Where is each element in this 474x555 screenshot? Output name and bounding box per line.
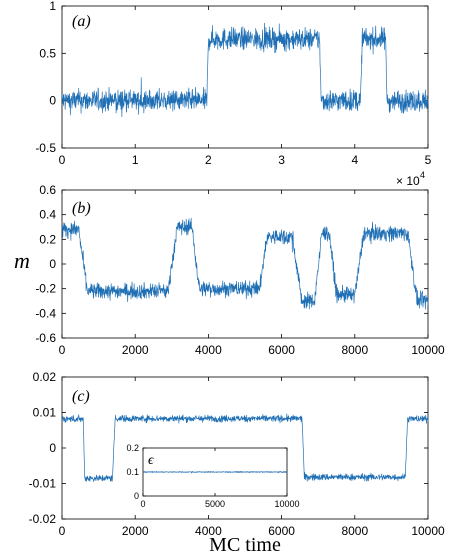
- x-tick-label: 10000: [274, 499, 299, 509]
- x-tick-label: 4000: [195, 343, 222, 357]
- panel-b-y-ticks: -0.6 -0.4 -0.2 0 0.2 0.4 0.6: [35, 183, 428, 345]
- x-tick-label: 10000: [411, 343, 445, 357]
- y-tick-label: 0: [49, 441, 56, 455]
- x-tick-label: 0: [59, 524, 66, 538]
- x-tick-label: 6000: [268, 343, 295, 357]
- y-tick-label: 0: [134, 491, 139, 501]
- x-tick-label: 5: [425, 153, 432, 167]
- panel-a-x-scale-exponent: 4: [420, 170, 425, 180]
- y-tick-label: 0.4: [39, 208, 56, 222]
- panel-b-label: (b): [72, 200, 91, 217]
- y-tick-label: -0.02: [29, 512, 57, 526]
- inset-series-line: [142, 470, 288, 474]
- x-tick-label: 0: [59, 343, 66, 357]
- panel-a-series-line: [61, 22, 429, 118]
- x-tick-label: 0: [59, 153, 66, 167]
- y-tick-label: -0.4: [35, 306, 56, 320]
- y-tick-label: 0: [49, 257, 56, 271]
- panel-c-x-ticks: 0 2000 4000 6000 8000 10000: [59, 377, 445, 538]
- x-tick-label: 8000: [341, 524, 368, 538]
- y-tick-label: 1: [49, 0, 56, 13]
- y-tick-label: 0.1: [126, 467, 139, 477]
- y-tick-label: -0.2: [35, 282, 56, 296]
- panel-a-label: (a): [72, 13, 91, 30]
- x-tick-label: 2000: [122, 524, 149, 538]
- panel-c: 0 2000 4000 6000 8000 10000 -0.02 -0.01 0 0.01 0.…: [29, 370, 445, 538]
- y-tick-label: 0.01: [33, 406, 57, 420]
- y-tick-label: 0.2: [126, 443, 139, 453]
- x-tick-label: 4000: [195, 524, 222, 538]
- panel-b-x-ticks: 0 2000 4000 6000 8000 10000: [59, 190, 445, 357]
- panel-a-x-ticks: 0 1 2 3 4 5: [59, 6, 432, 167]
- y-tick-label: 0.5: [39, 46, 56, 60]
- x-axis-label: MC time: [209, 534, 281, 555]
- x-tick-label: 6000: [268, 524, 295, 538]
- y-tick-label: -0.01: [29, 477, 57, 491]
- inset-y-ticks: 0 0.1 0.2: [126, 443, 287, 501]
- y-tick-label: 0.2: [39, 232, 56, 246]
- inset-label: ϵ: [148, 453, 155, 468]
- x-tick-label: 4: [351, 153, 358, 167]
- y-tick-label: -0.5: [35, 141, 56, 155]
- x-tick-label: 1: [132, 153, 139, 167]
- panel-c-y-ticks: -0.02 -0.01 0 0.01 0.02: [29, 370, 428, 526]
- panel-a-frame: [61, 5, 429, 149]
- x-tick-label: 8000: [341, 343, 368, 357]
- x-tick-label: 10000: [411, 524, 445, 538]
- y-tick-label: -0.6: [35, 331, 56, 345]
- y-tick-label: 0.6: [39, 183, 56, 197]
- x-tick-label: 0: [140, 499, 145, 509]
- panel-c-label: (c): [72, 388, 90, 405]
- panel-a-x-scale-label: × 10: [396, 174, 420, 188]
- x-tick-label: 5000: [205, 499, 225, 509]
- x-tick-label: 3: [278, 153, 285, 167]
- x-tick-label: 2000: [122, 343, 149, 357]
- inset-x-ticks: 0 5000 10000: [140, 448, 300, 509]
- y-tick-label: 0.02: [33, 370, 57, 384]
- y-tick-label: 0: [49, 94, 56, 108]
- panel-b: 0 2000 4000 6000 8000 10000 -0.6-0.4-0.200.20…: [35, 183, 445, 357]
- panel-b-series-line: [61, 217, 429, 310]
- panel-c-inset: 0 5000 10000 0 0.1 0.2 ϵ: [126, 443, 299, 509]
- panel-c-series-line: [61, 413, 429, 482]
- x-tick-label: 2: [205, 153, 212, 167]
- y-axis-label: m: [14, 248, 30, 273]
- panel-b-frame: [61, 189, 429, 339]
- panel-a-y-ticks: -0.5 0 0.5 1: [35, 0, 428, 155]
